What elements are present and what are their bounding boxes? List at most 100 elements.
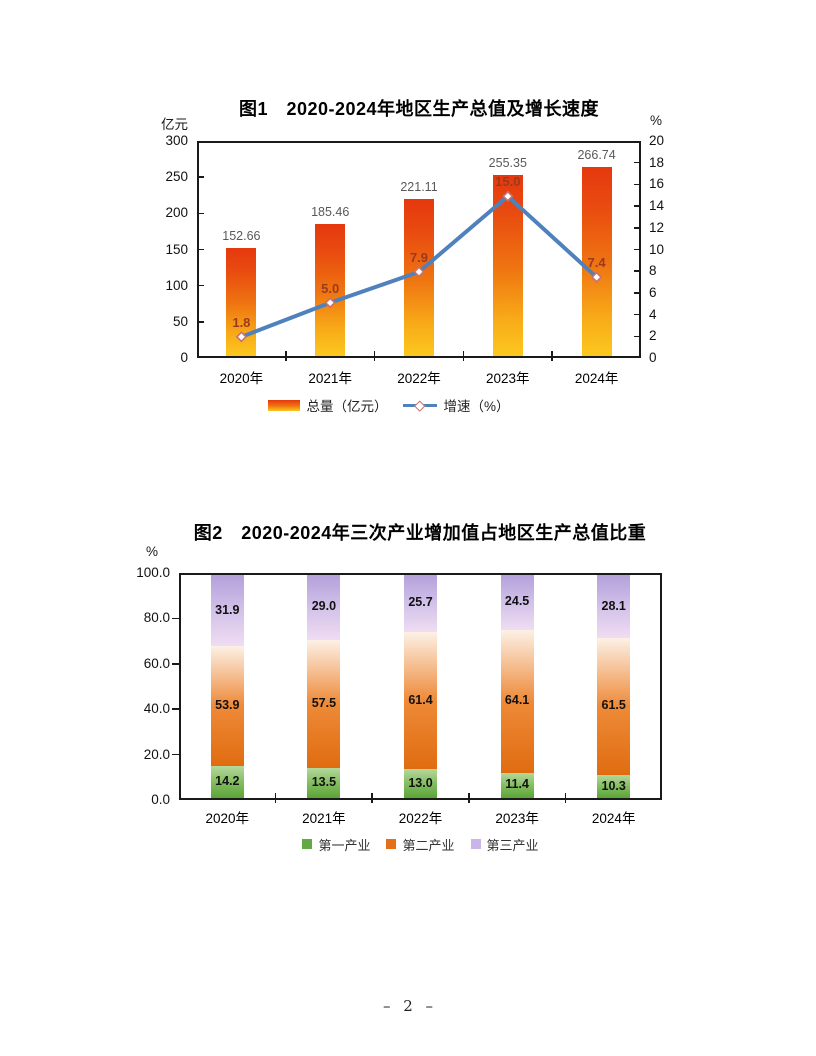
chart1-right-axis-tick-mark xyxy=(634,270,639,272)
chart2-legend-item-tertiary-industry: 第三产业 xyxy=(470,835,539,854)
chart2-legend: 第一产业 第二产业 第三产业 xyxy=(179,835,662,853)
chart2-segment-value-label: 53.9 xyxy=(215,698,240,713)
chart1-growth-value-label: 7.4 xyxy=(587,255,606,271)
chart2-x-axis-label: 2020年 xyxy=(205,811,250,826)
chart1-right-axis-tick-mark xyxy=(634,335,639,338)
line-marker-diamond xyxy=(413,266,425,278)
chart1-total-bar xyxy=(315,224,346,356)
chart1-x-axis-tick-mark xyxy=(551,351,553,361)
chart1-left-axis-tick-mark xyxy=(199,248,204,251)
line-marker-diamond xyxy=(324,297,336,309)
chart2-segment-value-label: 31.9 xyxy=(215,602,240,617)
chart2-segment-value-label: 57.5 xyxy=(311,695,337,710)
chart1-right-axis-tick-mark xyxy=(634,292,639,294)
chart2-segment-tertiary-industry xyxy=(307,575,341,640)
chart1-right-axis-tick-label: 10 xyxy=(649,241,665,257)
chart2-legend-label: 第二产业 xyxy=(402,837,455,853)
chart2-legend-item-secondary-industry: 第二产业 xyxy=(386,835,455,854)
page-number: – 2 – xyxy=(382,997,434,1015)
chart2-left-axis-tick-label: 100.0 xyxy=(136,565,170,580)
chart1-left-axis-tick-label: 50 xyxy=(172,313,188,329)
chart1-x-axis-tick-mark xyxy=(462,351,465,361)
chart2-segment-tertiary-industry xyxy=(597,575,631,638)
chart2-left-axis-tick-mark xyxy=(172,708,179,710)
chart2-x-axis-label: 2021年 xyxy=(302,811,346,826)
chart2-segment-primary-industry xyxy=(307,767,341,798)
chart2-title: 图2 2020-2024年三次产业增加值占地区生产总值比重 xyxy=(193,523,647,543)
primary-industry-swatch-icon xyxy=(302,839,313,849)
chart1-left-axis-tick-mark xyxy=(199,321,204,323)
chart2-legend-label: 第三产业 xyxy=(486,837,539,853)
chart2-x-axis-label: 2024年 xyxy=(591,811,636,826)
chart1-x-axis-tick-mark xyxy=(373,351,376,361)
chart2-segment-secondary-industry xyxy=(307,639,341,768)
line-marker-diamond xyxy=(590,271,603,283)
chart2-left-axis-tick-mark xyxy=(172,663,179,665)
chart1-right-axis-tick-label: 0 xyxy=(649,350,657,365)
chart2-x-axis-label: 2022年 xyxy=(398,811,443,826)
chart2-segment-tertiary-industry xyxy=(404,574,437,633)
chart1-right-axis-tick-mark xyxy=(634,227,639,229)
chart2-segment-secondary-industry xyxy=(404,632,437,769)
chart1-legend-item-growth: 增速（%） xyxy=(403,395,510,415)
growth-line-swatch-icon xyxy=(403,399,438,411)
chart1-right-axis-tick-label: 2 xyxy=(649,328,657,344)
legend-diamond-marker-icon xyxy=(414,399,426,411)
chart1-left-axis-unit: 亿元 xyxy=(161,117,188,132)
chart1-left-axis-tick-mark xyxy=(199,212,204,215)
chart2-x-axis-tick-mark xyxy=(371,793,373,803)
chart1-left-axis-tick-label: 100 xyxy=(165,277,188,293)
chart2-legend-item-primary-industry: 第一产业 xyxy=(302,835,370,854)
chart1-x-axis-label: 2021年 xyxy=(308,371,352,386)
chart1-left-axis-tick-label: 200 xyxy=(165,205,188,221)
chart1-right-axis-tick-label: 14 xyxy=(649,198,665,214)
chart2-segment-value-label: 13.0 xyxy=(408,775,433,790)
chart1-x-axis-label: 2024年 xyxy=(574,371,619,386)
chart2-x-axis-tick-mark xyxy=(564,793,567,803)
chart1-right-axis-tick-label: 8 xyxy=(649,263,657,279)
chart2-left-axis-tick-label: 60.0 xyxy=(143,655,170,671)
chart2-segment-value-label: 28.1 xyxy=(601,598,626,613)
chart1-right-axis-tick-mark xyxy=(634,205,639,207)
chart1-growth-value-label: 1.8 xyxy=(232,314,251,330)
chart1-legend-total-label: 总量（亿元） xyxy=(306,399,388,414)
chart2-left-axis-tick-mark xyxy=(172,753,179,756)
chart1-bar-value-label: 255.35 xyxy=(488,155,527,170)
total-bar-swatch-icon xyxy=(268,399,301,411)
chart2-segment-value-label: 10.3 xyxy=(601,778,626,793)
line-marker-diamond xyxy=(502,190,514,202)
chart1-legend: 总量（亿元） 增速（%） xyxy=(167,395,611,415)
tertiary-industry-swatch-icon xyxy=(470,839,481,849)
chart1-right-axis-unit: % xyxy=(650,113,663,128)
chart1-right-axis-tick-label: 6 xyxy=(649,284,657,300)
chart1-x-axis-label: 2020年 xyxy=(219,371,264,386)
chart1-right-axis-tick-mark xyxy=(634,248,639,251)
chart2-segment-secondary-industry xyxy=(500,629,534,773)
chart1-right-axis-tick-label: 12 xyxy=(649,219,665,235)
chart2-segment-primary-industry xyxy=(597,775,631,798)
chart1-right-axis-tick-mark xyxy=(634,161,639,164)
chart1-growth-value-label: 7.9 xyxy=(409,249,429,265)
chart1-x-axis-tick-mark xyxy=(285,351,287,361)
secondary-industry-swatch-icon xyxy=(386,839,397,849)
chart1-growth-value-label: 15.0 xyxy=(495,174,521,190)
chart1-bar-value-label: 152.66 xyxy=(222,228,261,243)
chart1-left-axis-tick-mark xyxy=(199,176,204,178)
chart1-left-axis-tick-label: 150 xyxy=(165,241,188,257)
chart2-segment-secondary-industry xyxy=(210,646,244,767)
chart1-bar-value-label: 221.11 xyxy=(400,180,438,194)
chart2-x-axis-label: 2023年 xyxy=(495,811,539,826)
chart2-x-axis-tick-mark xyxy=(468,793,470,803)
chart2-segment-value-label: 61.4 xyxy=(408,692,433,707)
chart1-growth-value-label: 5.0 xyxy=(321,280,340,296)
chart1-legend-growth-label: 增速（%） xyxy=(443,399,510,414)
chart1-left-axis-tick-label: 250 xyxy=(165,169,188,185)
chart2-left-axis-tick-label: 0.0 xyxy=(151,792,170,807)
chart1-right-axis-tick-mark xyxy=(634,183,639,186)
chart2-left-axis-tick-mark xyxy=(172,617,179,620)
chart2-segment-value-label: 11.4 xyxy=(505,777,529,792)
chart1-x-axis-label: 2022年 xyxy=(397,371,441,386)
chart2-segment-value-label: 29.0 xyxy=(311,599,337,614)
chart1-title: 图1 2020-2024年地区生产总值及增长速度 xyxy=(238,99,600,119)
